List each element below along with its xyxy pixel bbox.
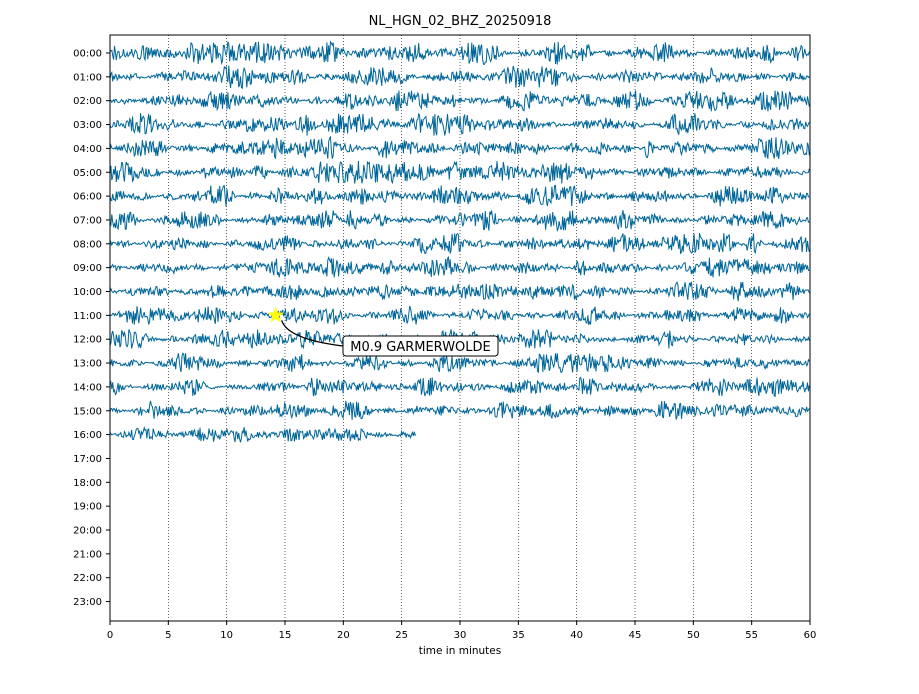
- y-tick-label: 06:00: [73, 192, 102, 203]
- y-tick-label: 00:00: [73, 49, 102, 60]
- annotation-label: M0.9 GARMERWOLDE: [350, 340, 491, 355]
- x-tick-label: 55: [745, 630, 758, 641]
- x-tick-label: 60: [804, 630, 817, 641]
- x-tick-label: 25: [395, 630, 408, 641]
- trace-1600: [109, 425, 417, 443]
- trace-layer: [109, 40, 810, 443]
- y-axis-ticks: 00:00 01:00 02:00 03:00 04:00 05:00 06:00 07:00…: [73, 49, 110, 608]
- y-tick-label: 01:00: [73, 72, 102, 83]
- y-tick-label: 16:00: [73, 430, 102, 441]
- trace-0400: [109, 135, 810, 160]
- y-tick-label: 20:00: [73, 526, 102, 537]
- y-tick-label: 19:00: [73, 502, 102, 513]
- plot-frame: [109, 34, 811, 622]
- y-tick-label: 15:00: [73, 406, 102, 417]
- y-tick-label: 13:00: [73, 359, 102, 370]
- x-tick-label: 15: [279, 630, 292, 641]
- y-tick-label: 08:00: [73, 239, 102, 250]
- x-tick-label: 30: [454, 630, 467, 641]
- chart-title: NL_HGN_02_BHZ_20250918: [369, 14, 552, 29]
- trace-0800: [109, 233, 810, 255]
- y-tick-label: 04:00: [73, 144, 102, 155]
- trace-0600: [109, 184, 810, 207]
- trace-0200: [109, 90, 810, 112]
- x-axis-label: time in minutes: [419, 645, 501, 657]
- trace-1400: [109, 376, 810, 398]
- trace-0000: [109, 40, 810, 66]
- y-tick-label: 11:00: [73, 311, 102, 322]
- y-tick-label: 14:00: [73, 382, 102, 393]
- trace-0300: [109, 112, 810, 136]
- y-tick-label: 17:00: [73, 454, 102, 465]
- y-tick-label: 07:00: [73, 215, 102, 226]
- trace-1500: [109, 400, 810, 420]
- y-tick-label: 21:00: [73, 549, 102, 560]
- trace-0500: [109, 160, 810, 185]
- y-tick-label: 22:00: [73, 573, 102, 584]
- trace-1100: [109, 305, 810, 326]
- annotation-box: [342, 335, 499, 357]
- x-tick-label: 10: [220, 630, 233, 641]
- trace-0700: [109, 210, 810, 233]
- y-tick-label: 02:00: [73, 96, 102, 107]
- x-tick-label: 45: [629, 630, 642, 641]
- y-tick-label: 12:00: [73, 335, 102, 346]
- x-tick-label: 20: [337, 630, 350, 641]
- annotation-layer: M0.9 GARMERWOLDE: [267, 306, 499, 357]
- event-star-marker: [267, 306, 284, 323]
- y-tick-label: 03:00: [73, 120, 102, 131]
- trace-1000: [109, 280, 810, 302]
- x-tick-label: 35: [512, 630, 525, 641]
- y-tick-label: 10:00: [73, 287, 102, 298]
- trace-0900: [109, 255, 810, 278]
- x-tick-label: 0: [107, 630, 113, 641]
- trace-0100: [109, 65, 810, 90]
- x-axis-ticks: 0 5 10 15 20 25 30 35 40 45 50 55 60: [107, 621, 817, 641]
- y-tick-label: 18:00: [73, 478, 102, 489]
- x-tick-label: 50: [687, 630, 700, 641]
- y-tick-label: 05:00: [73, 168, 102, 179]
- y-tick-label: 09:00: [73, 263, 102, 274]
- x-tick-label: 5: [165, 630, 171, 641]
- x-tick-label: 40: [570, 630, 583, 641]
- annotation-connector: [281, 320, 344, 347]
- trace-1300: [109, 352, 810, 374]
- y-tick-label: 23:00: [73, 597, 102, 608]
